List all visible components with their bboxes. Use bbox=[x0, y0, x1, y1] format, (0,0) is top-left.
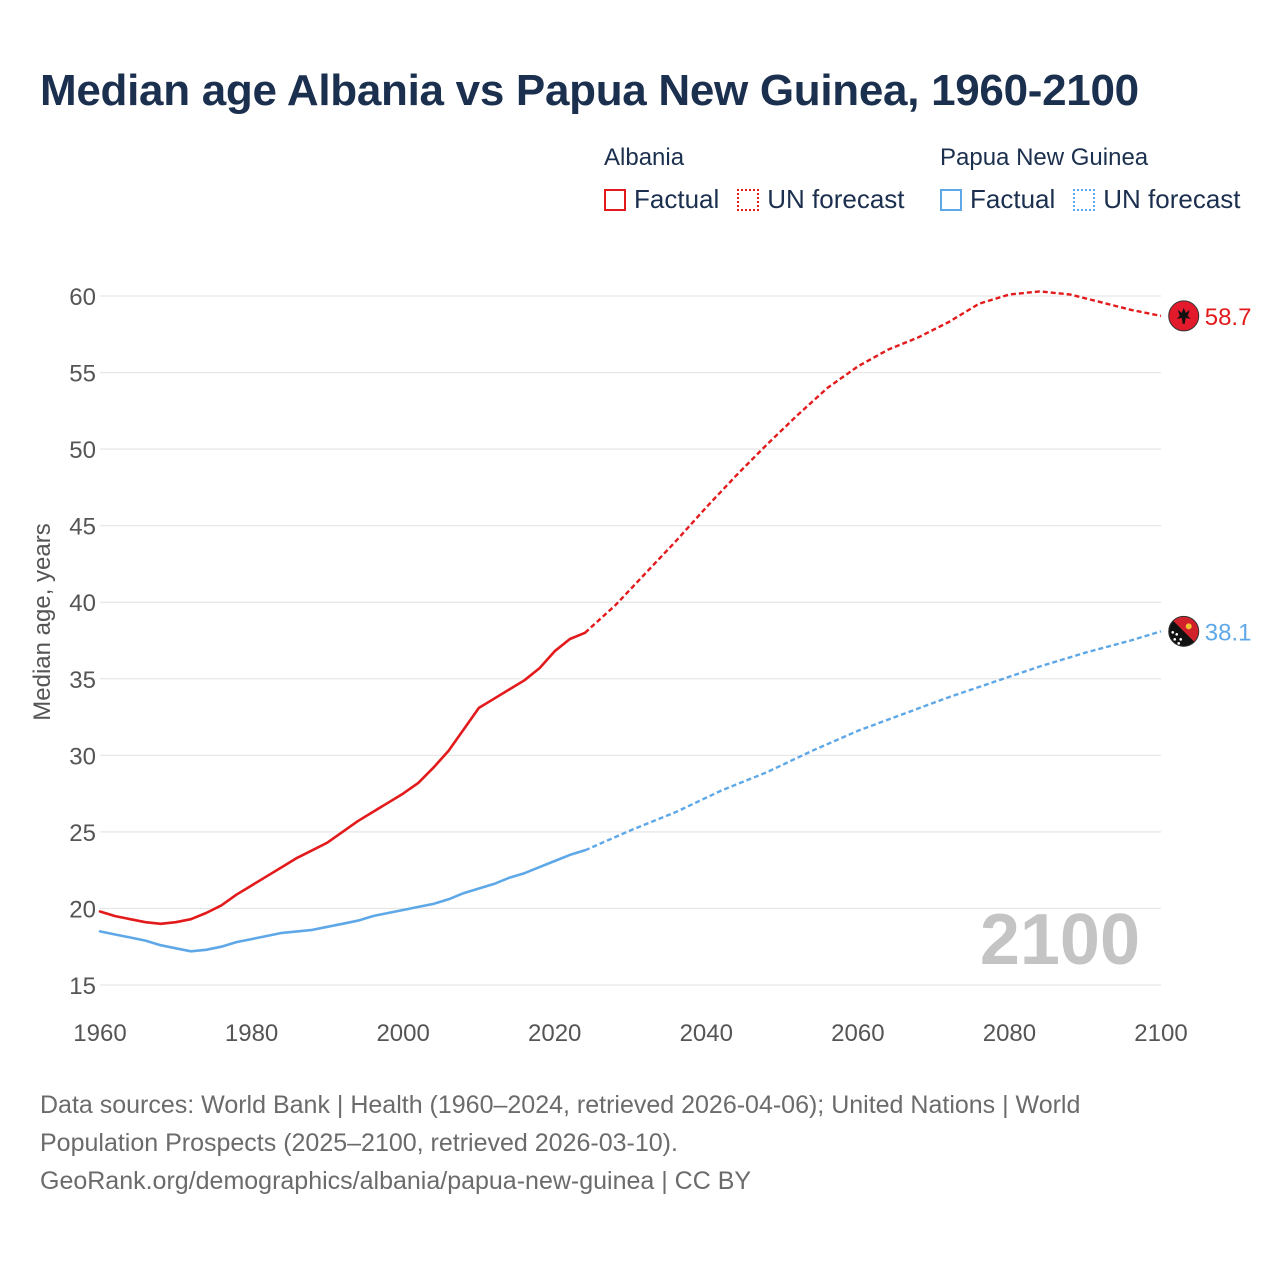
x-tick-label: 2060 bbox=[831, 1020, 884, 1047]
y-tick-label: 30 bbox=[69, 743, 96, 770]
y-tick-label: 40 bbox=[69, 590, 96, 617]
legend-country-label: Albania bbox=[604, 144, 685, 171]
x-tick-label: 2080 bbox=[983, 1020, 1036, 1047]
legend-swatch-dotted bbox=[1073, 188, 1096, 211]
source-note: Data sources: World Bank | Health (1960–… bbox=[40, 1086, 1240, 1200]
x-tick-label: 1980 bbox=[225, 1020, 278, 1047]
y-tick-label: 45 bbox=[69, 514, 96, 541]
png-forecast-line[interactable] bbox=[584, 630, 1162, 852]
legend-swatch-dotted bbox=[737, 188, 760, 211]
legend-albania-forecast[interactable]: UN forecast bbox=[737, 184, 905, 215]
legend-albania: Albania Factual UN forecast bbox=[604, 144, 923, 215]
y-tick-label: 35 bbox=[69, 667, 96, 694]
legend-swatch-solid bbox=[604, 188, 626, 211]
y-axis-label: Median age, years bbox=[29, 523, 56, 720]
y-tick-label: 55 bbox=[69, 361, 96, 388]
y-tick-label: 25 bbox=[69, 820, 96, 847]
x-tick-label: 2020 bbox=[528, 1020, 581, 1047]
y-tick-label: 15 bbox=[69, 973, 96, 1000]
legend-albania-factual[interactable]: Factual bbox=[604, 184, 719, 215]
y-tick-label: 60 bbox=[69, 284, 96, 311]
albania-forecast-line[interactable] bbox=[584, 290, 1162, 634]
y-tick-label: 20 bbox=[69, 896, 96, 923]
legend-item-label: UN forecast bbox=[1103, 184, 1241, 214]
source-line[interactable]: GeoRank.org/demographics/albania/papua-n… bbox=[40, 1167, 752, 1195]
y-tick-label: 50 bbox=[69, 437, 96, 464]
x-tick-label: 1960 bbox=[73, 1020, 126, 1047]
line-chart: 15 20 25 30 35 40 45 50 55 60 1960 1980 2000 2020 204… bbox=[29, 284, 1252, 1047]
albania-flag-icon bbox=[1168, 300, 1200, 332]
year-watermark: 2100 bbox=[980, 900, 1140, 980]
legend-item-label: Factual bbox=[634, 184, 720, 214]
legend-png: Papua New Guinea Factual UN forecast bbox=[940, 144, 1259, 215]
legend-png-factual[interactable]: Factual bbox=[940, 184, 1055, 215]
albania-factual-line[interactable] bbox=[98, 631, 587, 926]
png-factual-line[interactable] bbox=[98, 848, 587, 953]
png-flag-icon bbox=[1168, 615, 1200, 647]
x-tick-label: 2040 bbox=[680, 1020, 733, 1047]
legend-item-label: Factual bbox=[970, 184, 1056, 214]
source-line: Population Prospects (2025–2100, retriev… bbox=[40, 1129, 678, 1157]
source-line: Data sources: World Bank | Health (1960–… bbox=[40, 1091, 1081, 1119]
albania-end-value-label: 58.7 bbox=[1205, 304, 1252, 331]
png-end-value-label: 38.1 bbox=[1205, 619, 1252, 646]
legend-country-label: Papua New Guinea bbox=[940, 144, 1149, 171]
legend-item-label: UN forecast bbox=[767, 184, 905, 214]
legend-png-forecast[interactable]: UN forecast bbox=[1073, 184, 1241, 215]
x-tick-label: 2100 bbox=[1134, 1020, 1187, 1047]
legend-swatch-solid bbox=[940, 188, 962, 211]
x-tick-label: 2000 bbox=[376, 1020, 429, 1047]
chart-title: Median age Albania vs Papua New Guinea, … bbox=[40, 66, 1139, 115]
